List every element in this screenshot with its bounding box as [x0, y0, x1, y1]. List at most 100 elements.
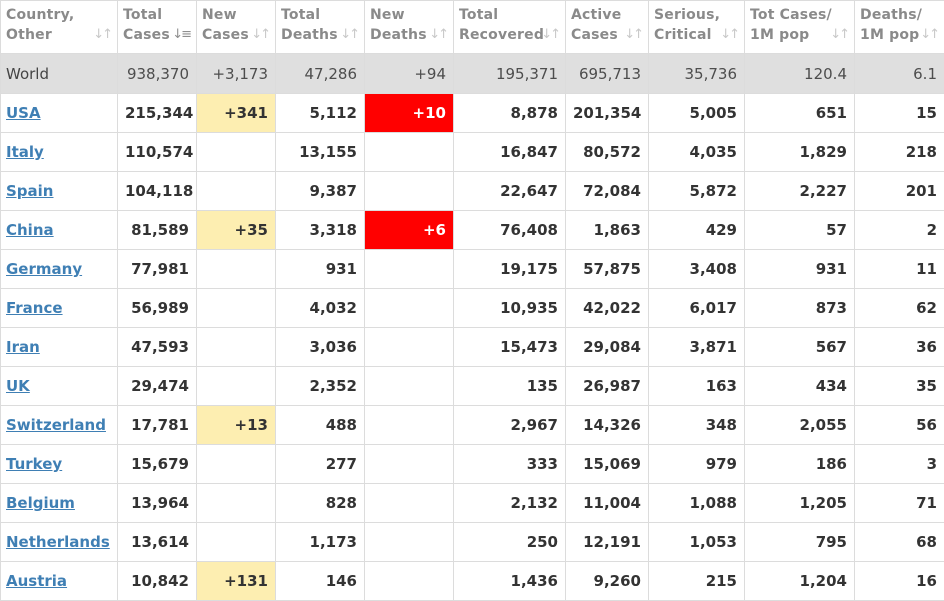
cell-active-cases: 9,260: [566, 562, 649, 601]
country-link[interactable]: China: [6, 221, 54, 239]
cell-cases-per-1m: 931: [745, 250, 855, 289]
cell-cases-per-1m: 1,205: [745, 484, 855, 523]
cell-new-deaths: [365, 250, 454, 289]
cell-active-cases: 29,084: [566, 328, 649, 367]
column-header-country[interactable]: Country, Other↓↑: [1, 1, 118, 54]
column-header-new-cases[interactable]: New Cases↓↑: [197, 1, 276, 54]
cell-new-cases: [197, 523, 276, 562]
cell-deaths-per-1m: 15: [855, 94, 944, 133]
cell-total-recovered: 16,847: [454, 133, 566, 172]
cell-total-deaths: 3,318: [276, 211, 365, 250]
column-header-new-deaths[interactable]: New Deaths↓↑: [365, 1, 454, 54]
cell-total-cases: 13,614: [118, 523, 197, 562]
cell-total-cases: 56,989: [118, 289, 197, 328]
sort-updown-icon[interactable]: ↓↑: [93, 25, 111, 45]
cell-new-deaths: [365, 523, 454, 562]
cell-total-recovered: 10,935: [454, 289, 566, 328]
cell-deaths-per-1m: 3: [855, 445, 944, 484]
cell-new-cases: +131: [197, 562, 276, 601]
cell-total-deaths: 4,032: [276, 289, 365, 328]
country-link[interactable]: Belgium: [6, 494, 75, 512]
cell-total-deaths: 9,387: [276, 172, 365, 211]
cell-new-deaths: +10: [365, 94, 454, 133]
country-link[interactable]: UK: [6, 377, 30, 395]
cell-country: World: [1, 54, 118, 94]
cell-new-cases: +3,173: [197, 54, 276, 94]
country-link[interactable]: Switzerland: [6, 416, 106, 434]
cell-new-cases: [197, 445, 276, 484]
cell-country: Belgium: [1, 484, 118, 523]
country-link[interactable]: Italy: [6, 143, 44, 161]
column-header-total-recovered[interactable]: Total Recovered↓↑: [454, 1, 566, 54]
cell-total-deaths: 828: [276, 484, 365, 523]
cell-country: Austria: [1, 562, 118, 601]
cell-cases-per-1m: 795: [745, 523, 855, 562]
cell-total-deaths: 1,173: [276, 523, 365, 562]
cell-total-recovered: 15,473: [454, 328, 566, 367]
country-link[interactable]: USA: [6, 104, 41, 122]
country-link[interactable]: Austria: [6, 572, 67, 590]
cell-new-cases: [197, 484, 276, 523]
column-header-total-deaths[interactable]: Total Deaths↓↑: [276, 1, 365, 54]
cell-total-recovered: 2,967: [454, 406, 566, 445]
column-header-deaths-per-1m[interactable]: Deaths/ 1M pop↓↑: [855, 1, 944, 54]
cell-active-cases: 11,004: [566, 484, 649, 523]
cell-deaths-per-1m: 36: [855, 328, 944, 367]
cell-total-cases: 81,589: [118, 211, 197, 250]
column-header-serious[interactable]: Serious, Critical↓↑: [649, 1, 745, 54]
cell-active-cases: 80,572: [566, 133, 649, 172]
cell-serious: 4,035: [649, 133, 745, 172]
cell-active-cases: 26,987: [566, 367, 649, 406]
sort-updown-icon[interactable]: ↓↑: [830, 25, 848, 45]
sort-updown-icon[interactable]: ↓↑: [624, 25, 642, 45]
country-link[interactable]: Netherlands: [6, 533, 110, 551]
cell-deaths-per-1m: 2: [855, 211, 944, 250]
sort-updown-icon[interactable]: ↓↑: [920, 25, 938, 45]
column-header-active-cases[interactable]: Active Cases↓↑: [566, 1, 649, 54]
cell-new-deaths: [365, 484, 454, 523]
cell-active-cases: 14,326: [566, 406, 649, 445]
sort-updown-icon[interactable]: ↓↑: [720, 25, 738, 45]
cell-total-deaths: 47,286: [276, 54, 365, 94]
cell-total-cases: 104,118: [118, 172, 197, 211]
cell-total-cases: 10,842: [118, 562, 197, 601]
cell-total-cases: 110,574: [118, 133, 197, 172]
cell-deaths-per-1m: 68: [855, 523, 944, 562]
cell-serious: 348: [649, 406, 745, 445]
cell-cases-per-1m: 1,829: [745, 133, 855, 172]
cell-total-recovered: 195,371: [454, 54, 566, 94]
cell-total-recovered: 22,647: [454, 172, 566, 211]
cell-new-deaths: +6: [365, 211, 454, 250]
sort-desc-icon[interactable]: ↓≡: [172, 25, 190, 45]
sort-updown-icon[interactable]: ↓↑: [429, 25, 447, 45]
column-header-total-cases[interactable]: Total Cases↓≡: [118, 1, 197, 54]
country-link[interactable]: Spain: [6, 182, 53, 200]
country-link[interactable]: France: [6, 299, 63, 317]
cell-cases-per-1m: 120.4: [745, 54, 855, 94]
country-link[interactable]: Germany: [6, 260, 82, 278]
cell-total-recovered: 1,436: [454, 562, 566, 601]
cell-serious: 5,005: [649, 94, 745, 133]
cell-cases-per-1m: 186: [745, 445, 855, 484]
sort-updown-icon[interactable]: ↓↑: [340, 25, 358, 45]
cell-serious: 215: [649, 562, 745, 601]
cell-deaths-per-1m: 62: [855, 289, 944, 328]
cell-deaths-per-1m: 6.1: [855, 54, 944, 94]
cell-total-deaths: 13,155: [276, 133, 365, 172]
cell-active-cases: 42,022: [566, 289, 649, 328]
sort-updown-icon[interactable]: ↓↑: [541, 25, 559, 45]
cell-country: France: [1, 289, 118, 328]
column-header-cases-per-1m[interactable]: Tot Cases/ 1M pop↓↑: [745, 1, 855, 54]
cell-total-recovered: 2,132: [454, 484, 566, 523]
cell-serious: 3,871: [649, 328, 745, 367]
cell-new-deaths: [365, 406, 454, 445]
country-link[interactable]: Turkey: [6, 455, 62, 473]
cell-country: Turkey: [1, 445, 118, 484]
country-link[interactable]: Iran: [6, 338, 40, 356]
sort-updown-icon[interactable]: ↓↑: [251, 25, 269, 45]
